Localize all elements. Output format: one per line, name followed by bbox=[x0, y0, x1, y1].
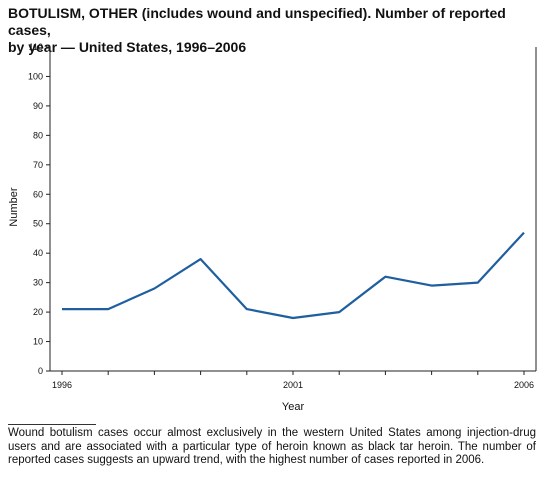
y-tick-label: 50 bbox=[33, 219, 43, 229]
chart-title: BOTULISM, OTHER (includes wound and unsp… bbox=[8, 5, 540, 56]
footnote: Wound botulism cases occur almost exclus… bbox=[8, 427, 536, 466]
y-axis: 0 10 20 30 40 50 60 70 80 90 100 110 bbox=[28, 42, 51, 376]
x-axis-label: Year bbox=[282, 401, 305, 413]
y-tick-label: 30 bbox=[33, 278, 43, 288]
y-tick-label: 80 bbox=[33, 130, 43, 140]
x-tick-label: 2006 bbox=[514, 380, 534, 390]
y-tick-label: 100 bbox=[28, 71, 43, 81]
series-line bbox=[62, 231, 525, 320]
y-tick-label: 0 bbox=[38, 366, 43, 376]
y-tick-label: 90 bbox=[33, 101, 43, 111]
x-tick-label: 2001 bbox=[283, 380, 303, 390]
line-chart: 0 10 20 30 40 50 60 70 80 90 100 110 1996 2001 2006 N… bbox=[8, 42, 537, 413]
y-tick-label: 70 bbox=[33, 160, 43, 170]
y-tick-label: 10 bbox=[33, 337, 43, 347]
y-tick-label: 110 bbox=[29, 42, 43, 52]
y-tick-label: 20 bbox=[33, 307, 43, 317]
x-axis: 1996 2001 2006 bbox=[50, 47, 537, 390]
footnote-divider bbox=[8, 424, 96, 425]
x-tick-label: 1996 bbox=[52, 380, 72, 390]
y-axis-label: Number bbox=[8, 187, 20, 226]
y-tick-label: 60 bbox=[33, 189, 43, 199]
chart-title-line-2: by year — United States, 1996–2006 bbox=[8, 39, 247, 55]
y-tick-label: 40 bbox=[33, 248, 43, 258]
chart-title-line-1: BOTULISM, OTHER (includes wound and unsp… bbox=[8, 5, 506, 38]
